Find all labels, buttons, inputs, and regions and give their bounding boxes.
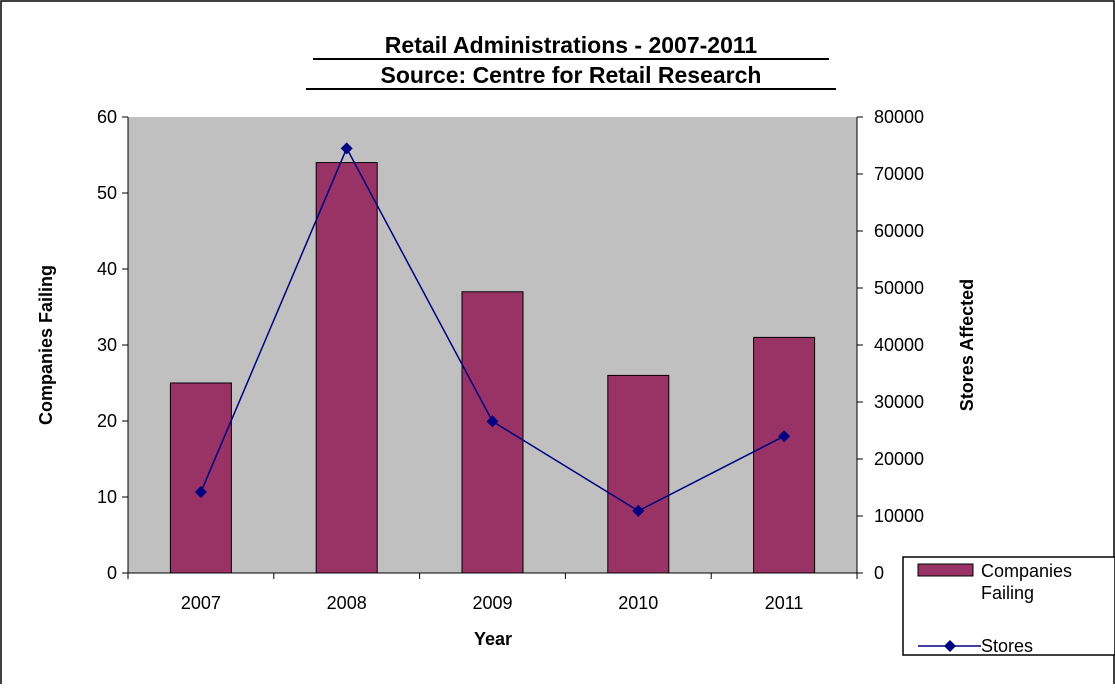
legend-bar-label-line: Failing	[981, 583, 1034, 603]
stores-marker-2007	[194, 486, 207, 499]
bar-2008	[315, 162, 378, 574]
x-tick-label-2010: 2010	[618, 593, 658, 613]
legend-line-label: Stores	[981, 636, 1033, 656]
legend-bar-label: Companies Failing	[981, 561, 1072, 603]
legend-bar-swatch	[917, 563, 974, 577]
chart-title: Retail Administrations - 2007-2011	[385, 32, 758, 58]
y2-axis-title: Stores Affected	[957, 279, 977, 411]
axes-group	[122, 116, 863, 579]
y-tick-label-20: 20	[97, 411, 117, 431]
y-tick-label-30: 30	[97, 335, 117, 355]
stores-marker-2011	[778, 430, 791, 443]
y2-tick-label-60000: 60000	[874, 221, 924, 241]
y-tick-label-40: 40	[97, 259, 117, 279]
stores-line-group	[194, 142, 791, 517]
stores-marker-2010	[632, 504, 645, 517]
bar-group	[169, 162, 816, 574]
y2-tick-label-50000: 50000	[874, 278, 924, 298]
x-axis-title: Year	[474, 629, 512, 649]
legend-line-marker	[944, 640, 956, 652]
x-tick-label-2011: 2011	[765, 593, 804, 613]
y2-tick-label-30000: 30000	[874, 392, 924, 412]
y-tick-label-50: 50	[97, 183, 117, 203]
y-tick-label-60: 60	[97, 107, 117, 127]
y2-tick-label-0: 0	[874, 563, 884, 583]
bar-2009	[461, 291, 524, 574]
stores-marker-2009	[486, 415, 499, 428]
y2-tick-label-70000: 70000	[874, 164, 924, 184]
stores-marker-2008	[340, 142, 353, 155]
bar-2010	[607, 374, 670, 574]
chart-subtitle: Source: Centre for Retail Research	[381, 62, 762, 88]
y2-tick-label-20000: 20000	[874, 449, 924, 469]
y2-tick-label-10000: 10000	[874, 506, 924, 526]
x-tick-label-2009: 2009	[472, 593, 512, 613]
y2-tick-label-40000: 40000	[874, 335, 924, 355]
y-tick-label-10: 10	[97, 487, 117, 507]
bar-2011	[753, 336, 816, 574]
y2-tick-label-80000: 80000	[874, 107, 924, 127]
x-tick-label-2008: 2008	[327, 593, 367, 613]
y-tick-label-0: 0	[107, 563, 117, 583]
x-tick-label-2007: 2007	[181, 593, 221, 613]
bar-2007	[169, 382, 232, 574]
legend: Companies Failing Stores	[902, 556, 1115, 656]
y-axis-title: Companies Failing	[36, 265, 56, 425]
tick-labels-group: 0 10 20 30 40 50 60 0 10000 20000 30000 40000 50000 6…	[97, 107, 924, 613]
legend-bar-label-line: Companies	[981, 561, 1072, 581]
